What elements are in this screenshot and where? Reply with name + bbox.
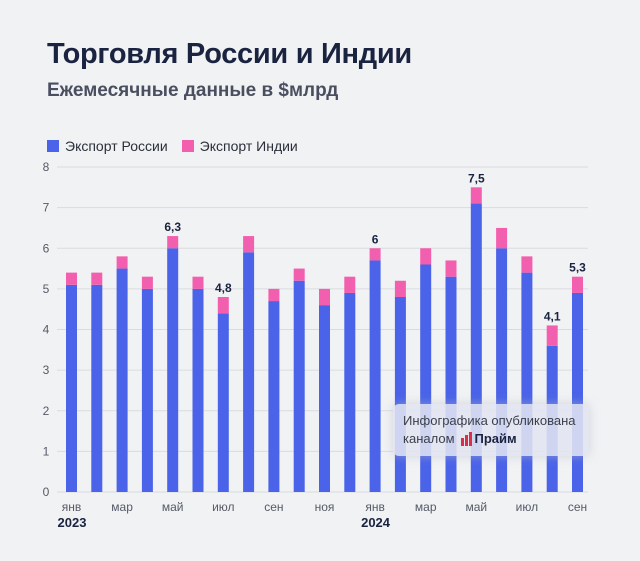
legend-swatch-russia [47,140,59,152]
bar-russia [496,248,508,492]
bar-russia [572,292,583,492]
bar-india [546,325,558,346]
y-tick-label: 0 [43,485,50,499]
chart-legend: Экспорт России Экспорт Индии [47,138,298,154]
bar-russia [217,313,229,492]
bar-india [344,276,356,293]
y-tick-label: 5 [43,282,50,296]
data-label: 5,3 [569,261,586,275]
bar-russia [319,305,330,492]
y-tick-label: 2 [43,404,50,418]
bar-india [167,236,179,249]
legend-label-india: Экспорт Индии [199,138,298,154]
bar-russia [521,272,533,492]
data-label: 6,3 [164,220,181,234]
data-label: 6 [372,232,379,246]
bar-russia [394,297,406,492]
bar-india [268,288,280,302]
bar-india [66,272,77,285]
bar-russia [420,264,432,492]
bar-india [243,236,255,253]
x-tick-label: янв [365,500,385,514]
publication-badge: Инфографика опубликована каналом Прайм [393,404,589,456]
bar-india [496,227,508,249]
bar-russia [91,284,103,492]
legend-swatch-india [181,140,194,152]
chart-title: Торговля России и Индии [47,38,412,70]
badge-text-line2: каналом [403,431,455,446]
bar-india [394,280,406,297]
bar-india [217,297,229,314]
bar-russia [116,268,128,492]
legend-item-russia: Экспорт России [47,138,168,154]
x-tick-label: сен [568,500,587,514]
bar-india [319,288,330,306]
bar-russia [344,292,356,492]
chart-subtitle: Ежемесячные данные в $млрд [47,80,339,101]
bar-india [116,256,128,269]
bar-india [521,256,533,273]
x-tick-label: май [162,500,184,514]
x-tick-label: янв [62,500,82,514]
x-tick-label: май [465,500,487,514]
year-label: 2023 [58,515,87,530]
x-tick-label: мар [111,500,133,514]
bar-russia [445,276,457,492]
bar-russia [192,288,204,492]
bar-india [293,268,305,281]
bar-russia [470,203,482,492]
data-label: 4,8 [215,281,232,295]
bar-russia [243,252,255,492]
bar-india [420,248,432,265]
y-tick-label: 4 [43,323,50,337]
data-label: 4,1 [544,309,561,323]
y-tick-label: 8 [43,160,50,174]
bar-india [369,248,381,261]
x-tick-label: сен [264,500,283,514]
brand-logo: Прайм [460,430,517,448]
bar-india [572,276,583,293]
bar-india [445,260,457,277]
x-tick-label: июл [212,500,234,514]
legend-item-india: Экспорт Индии [181,138,298,154]
y-tick-label: 6 [43,241,50,255]
x-tick-label: июл [516,500,538,514]
brand-logo-icon [460,432,472,446]
legend-label-russia: Экспорт России [65,138,168,154]
y-tick-label: 1 [43,444,50,458]
bar-india [470,187,482,204]
bar-india [192,276,204,289]
y-tick-label: 3 [43,363,50,377]
year-label: 2024 [361,515,391,530]
x-tick-label: мар [415,500,437,514]
bar-russia [293,280,305,492]
bar-russia [66,284,77,492]
bar-india [91,272,103,285]
brand-name: Прайм [474,431,517,446]
data-label: 7,5 [468,171,485,185]
bar-russia [369,260,381,492]
x-tick-label: ноя [315,500,335,514]
bar-russia [167,248,179,492]
bar-india [141,276,153,289]
bar-russia [141,288,153,492]
badge-text-line1: Инфографика опубликована [403,413,576,428]
y-tick-label: 7 [43,201,50,215]
bar-russia [268,301,280,492]
